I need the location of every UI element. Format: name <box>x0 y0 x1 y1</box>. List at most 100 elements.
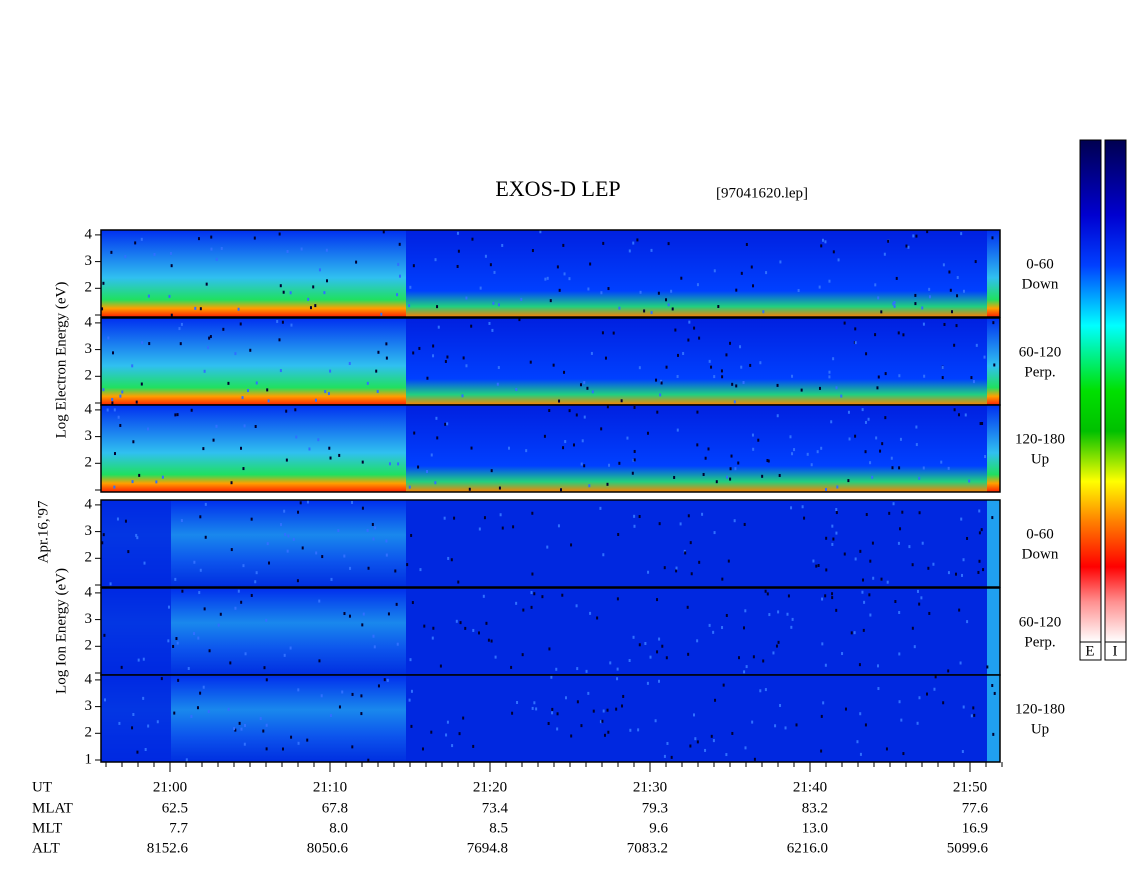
noise <box>111 398 114 402</box>
noise <box>616 597 619 601</box>
y-tick-label: 2 <box>85 550 93 566</box>
noise <box>297 688 300 692</box>
noise <box>820 749 823 753</box>
noise <box>978 509 981 513</box>
noise <box>956 294 959 298</box>
noise <box>443 516 446 520</box>
noise <box>267 399 270 403</box>
noise <box>240 446 243 450</box>
noise <box>626 436 629 440</box>
noise <box>199 307 202 311</box>
noise <box>315 551 318 555</box>
noise <box>555 667 558 671</box>
noise <box>632 241 635 245</box>
noise <box>843 552 846 556</box>
noise <box>583 464 586 468</box>
noise <box>970 376 973 380</box>
noise <box>934 675 937 679</box>
noise <box>572 443 575 447</box>
noise <box>880 577 883 581</box>
noise <box>607 287 610 291</box>
noise <box>490 639 493 643</box>
noise <box>518 318 521 322</box>
noise <box>847 479 850 483</box>
noise <box>812 559 815 563</box>
noise <box>468 487 471 491</box>
noise <box>913 645 916 649</box>
noise <box>676 428 679 432</box>
noise <box>902 752 905 756</box>
noise <box>343 554 346 558</box>
noise <box>993 363 996 367</box>
noise <box>430 453 433 457</box>
y-tick-label: 2 <box>85 638 93 654</box>
noise <box>742 381 745 385</box>
noise <box>498 486 501 490</box>
noise <box>285 409 288 413</box>
row-value: 79.3 <box>642 800 668 816</box>
noise <box>556 727 559 731</box>
noise <box>202 685 205 689</box>
noise <box>942 701 945 705</box>
noise <box>674 328 677 332</box>
noise <box>916 721 919 725</box>
noise <box>832 250 835 254</box>
noise <box>446 720 449 724</box>
noise <box>210 247 213 251</box>
noise <box>892 502 895 506</box>
noise <box>897 331 900 335</box>
noise <box>421 747 424 751</box>
noise <box>867 417 870 421</box>
noise <box>497 303 500 307</box>
noise <box>738 656 741 660</box>
noise <box>432 626 435 630</box>
noise <box>928 295 931 299</box>
noise <box>531 706 534 710</box>
noise <box>795 723 798 727</box>
noise <box>450 558 453 562</box>
noise <box>229 661 232 665</box>
noise <box>835 386 838 390</box>
noise <box>762 659 765 663</box>
noise <box>203 369 206 373</box>
noise <box>548 647 551 651</box>
noise <box>141 341 144 345</box>
noise <box>665 365 668 369</box>
noise <box>803 516 806 520</box>
noise <box>456 264 459 268</box>
noise <box>815 564 818 568</box>
colorbar-label: I <box>1113 643 1118 659</box>
noise <box>884 416 887 420</box>
noise <box>918 696 921 700</box>
y-tick-label: 3 <box>85 428 93 444</box>
noise <box>713 531 716 535</box>
noise <box>119 423 122 427</box>
noise <box>688 320 691 324</box>
noise <box>966 620 969 624</box>
noise <box>993 691 996 695</box>
noise <box>387 612 390 616</box>
noise <box>348 361 351 365</box>
noise <box>729 477 732 481</box>
noise <box>585 669 588 673</box>
noise <box>547 722 550 726</box>
noise <box>918 602 921 606</box>
panel-frame <box>100 404 1001 493</box>
noise <box>168 294 171 298</box>
noise <box>810 463 813 467</box>
noise <box>831 524 834 528</box>
noise <box>531 572 534 576</box>
noise <box>338 453 341 457</box>
noise <box>355 260 358 264</box>
noise <box>590 351 593 355</box>
spectrogram-edge <box>987 230 1000 317</box>
noise <box>696 639 699 643</box>
noise <box>361 506 364 510</box>
noise <box>847 410 850 414</box>
noise <box>309 306 312 310</box>
noise <box>124 519 127 523</box>
noise <box>132 440 135 444</box>
row-value: 13.0 <box>802 820 828 836</box>
noise <box>892 302 895 306</box>
noise <box>962 289 965 293</box>
